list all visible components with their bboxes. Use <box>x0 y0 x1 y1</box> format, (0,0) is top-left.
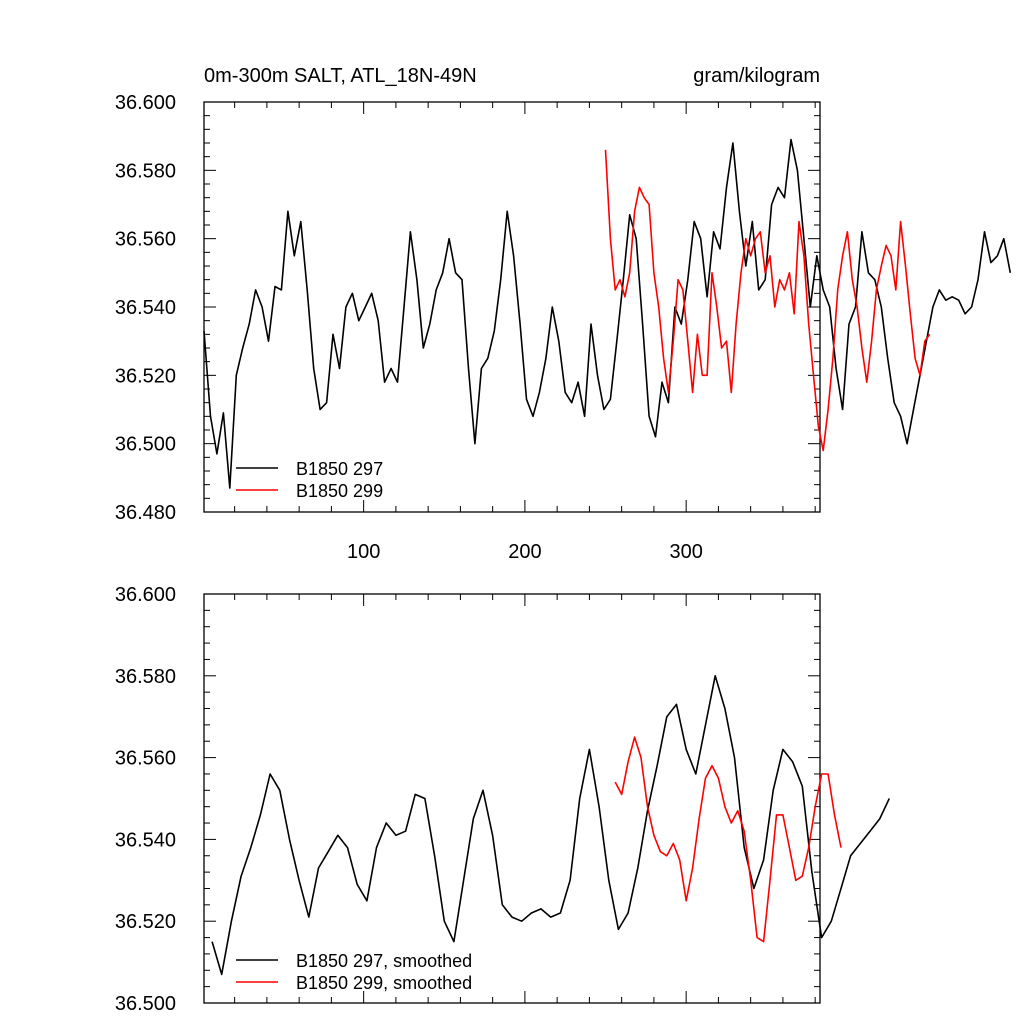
y-tick-label: 36.560 <box>115 748 176 770</box>
series-line-black <box>211 674 891 976</box>
top-panel: 36.480 36.500 36.520 36.540 36.560 36.580 36.6… <box>115 65 1012 563</box>
y-tick-label: 36.580 <box>115 160 176 182</box>
plot-frame <box>203 593 821 1004</box>
bottom-panel: 36.500 36.520 36.540 36.560 36.580 36.600 B185… <box>115 584 891 1015</box>
legend-label: B1850 297, smoothed <box>296 951 472 971</box>
series-line-red <box>614 736 842 943</box>
chart-title-right: gram/kilogram <box>693 65 820 87</box>
y-tick-label: 36.540 <box>115 297 176 319</box>
y-tick-label: 36.520 <box>115 911 176 933</box>
legend-label: B1850 299, smoothed <box>296 973 472 993</box>
y-tick-label: 36.580 <box>115 666 176 688</box>
series-line-black <box>203 138 1012 489</box>
series-line-red <box>604 149 931 452</box>
legend-label: B1850 299 <box>296 481 383 501</box>
y-tick-label: 36.520 <box>115 365 176 387</box>
y-tick-label: 36.480 <box>115 502 176 524</box>
legend-label: B1850 297 <box>296 459 383 479</box>
x-tick-label: 100 <box>347 541 380 563</box>
y-tick-label: 36.540 <box>115 829 176 851</box>
x-tick-label: 200 <box>508 541 541 563</box>
y-tick-label: 36.500 <box>115 434 176 456</box>
y-tick-label: 36.600 <box>115 92 176 114</box>
chart-title-left: 0m-300m SALT, ATL_18N-49N <box>204 65 477 87</box>
x-tick-label: 300 <box>669 541 702 563</box>
y-tick-label: 36.600 <box>115 584 176 606</box>
y-tick-label: 36.500 <box>115 993 176 1015</box>
y-tick-label: 36.560 <box>115 229 176 251</box>
